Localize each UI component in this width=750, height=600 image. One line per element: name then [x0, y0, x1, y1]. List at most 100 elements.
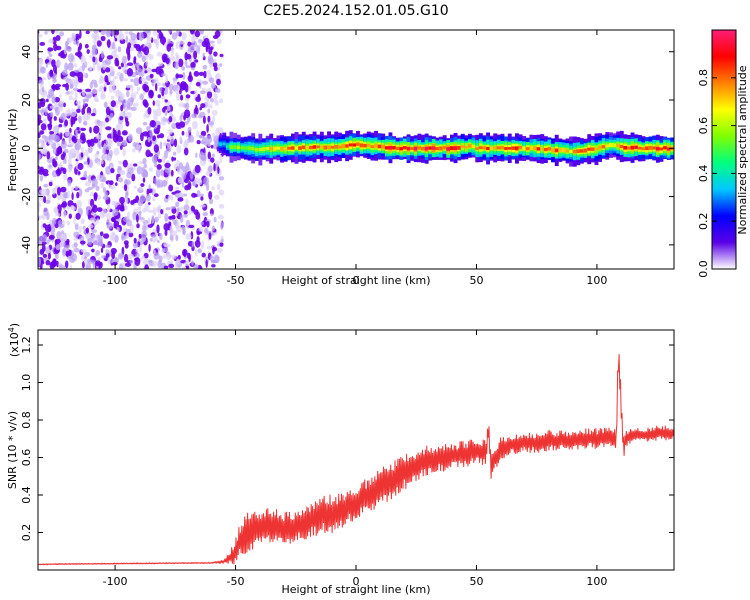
noise-cell [168, 221, 172, 226]
noise-cell [80, 254, 88, 261]
band-cell [345, 144, 350, 148]
noise-cell [65, 91, 71, 95]
y-tick-label: -20 [20, 188, 33, 206]
noise-cell [164, 213, 169, 222]
noise-cell [118, 66, 122, 70]
noise-cell [133, 163, 138, 167]
noise-cell [136, 223, 140, 229]
noise-cell [51, 30, 55, 35]
noise-cell [45, 98, 49, 103]
noise-cell [73, 247, 80, 253]
noise-cell [52, 126, 59, 132]
noise-cell [187, 126, 192, 133]
noise-cell [73, 231, 80, 238]
noise-cell [177, 176, 184, 184]
noise-cell [89, 54, 93, 59]
noise-cell [74, 223, 79, 231]
noise-cell [142, 177, 146, 183]
band-cell [562, 148, 566, 153]
noise-cell [100, 90, 106, 98]
noise-cell [38, 120, 41, 126]
noise-cell [102, 195, 109, 200]
noise-cell [101, 50, 104, 59]
noise-cell [106, 39, 111, 48]
noise-cell [104, 244, 111, 248]
noise-cell [32, 179, 37, 183]
band-cell [309, 146, 313, 150]
noise-cell [105, 166, 112, 175]
noise-cell [145, 193, 151, 202]
band-cell [525, 147, 530, 151]
noise-cell [169, 234, 174, 241]
band-cell [305, 146, 310, 150]
noise-cell [167, 105, 171, 112]
band-cell [594, 147, 599, 151]
noise-cell [111, 41, 116, 50]
noise-cell [202, 64, 208, 70]
band-cell [576, 149, 581, 153]
noise-cell [84, 181, 91, 187]
x-tick-label: 100 [586, 575, 607, 588]
band-cell [486, 146, 490, 150]
noise-cell [69, 71, 76, 77]
noise-cell [93, 30, 99, 34]
noise-cell [54, 96, 60, 103]
noise-cell [38, 79, 44, 85]
band-cell [598, 145, 602, 150]
noise-cell [156, 224, 160, 234]
noise-cell [138, 31, 144, 41]
noise-cell [52, 217, 57, 225]
band-cell [645, 146, 649, 151]
noise-cell [185, 198, 189, 206]
noise-cell [51, 84, 57, 90]
noise-cell [74, 91, 78, 100]
band-cell [272, 146, 277, 151]
noise-cell [208, 165, 213, 173]
noise-cell [214, 194, 220, 200]
noise-cell [116, 60, 120, 67]
noise-cell [140, 183, 145, 187]
chart-title: C2E5.2024.152.01.05.G10 [263, 3, 448, 19]
noise-cell [132, 199, 137, 204]
noise-cell [148, 152, 153, 157]
noise-cell [150, 234, 157, 238]
noise-cell [82, 225, 86, 230]
noise-cell [105, 145, 111, 151]
noise-cell [142, 157, 147, 165]
noise-cell [145, 61, 149, 67]
band-cell [341, 144, 346, 149]
noise-cell [159, 86, 163, 94]
noise-cell [122, 148, 127, 157]
noise-cell [62, 210, 67, 218]
noise-cell [96, 160, 100, 166]
noise-cell [183, 213, 188, 218]
noise-cell [80, 132, 86, 141]
noise-cell [152, 260, 158, 267]
noise-cell [139, 186, 143, 191]
noise-cell [193, 209, 199, 216]
noise-cell [125, 111, 132, 119]
noise-cell [75, 212, 81, 220]
noise-cell [115, 182, 118, 187]
noise-cell [206, 220, 210, 228]
noise-cell [214, 139, 220, 147]
noise-cell [113, 147, 120, 156]
band-cell [413, 146, 418, 151]
y-tick-label: 0.4 [20, 486, 33, 504]
noise-cell [43, 183, 49, 188]
noise-cell [120, 104, 124, 112]
noise-cell [144, 70, 148, 74]
noise-cell [179, 114, 183, 122]
noise-cell [89, 138, 95, 147]
noise-cell [218, 203, 225, 209]
noise-cell [119, 263, 123, 269]
noise-cell [38, 33, 43, 38]
band-cell [265, 147, 270, 151]
noise-cell [91, 88, 99, 95]
noise-cell [198, 115, 203, 119]
noise-cell [38, 114, 42, 122]
noise-cell [85, 91, 92, 95]
noise-cell [87, 174, 92, 184]
noise-cell [89, 217, 96, 223]
noise-cell [62, 84, 68, 88]
